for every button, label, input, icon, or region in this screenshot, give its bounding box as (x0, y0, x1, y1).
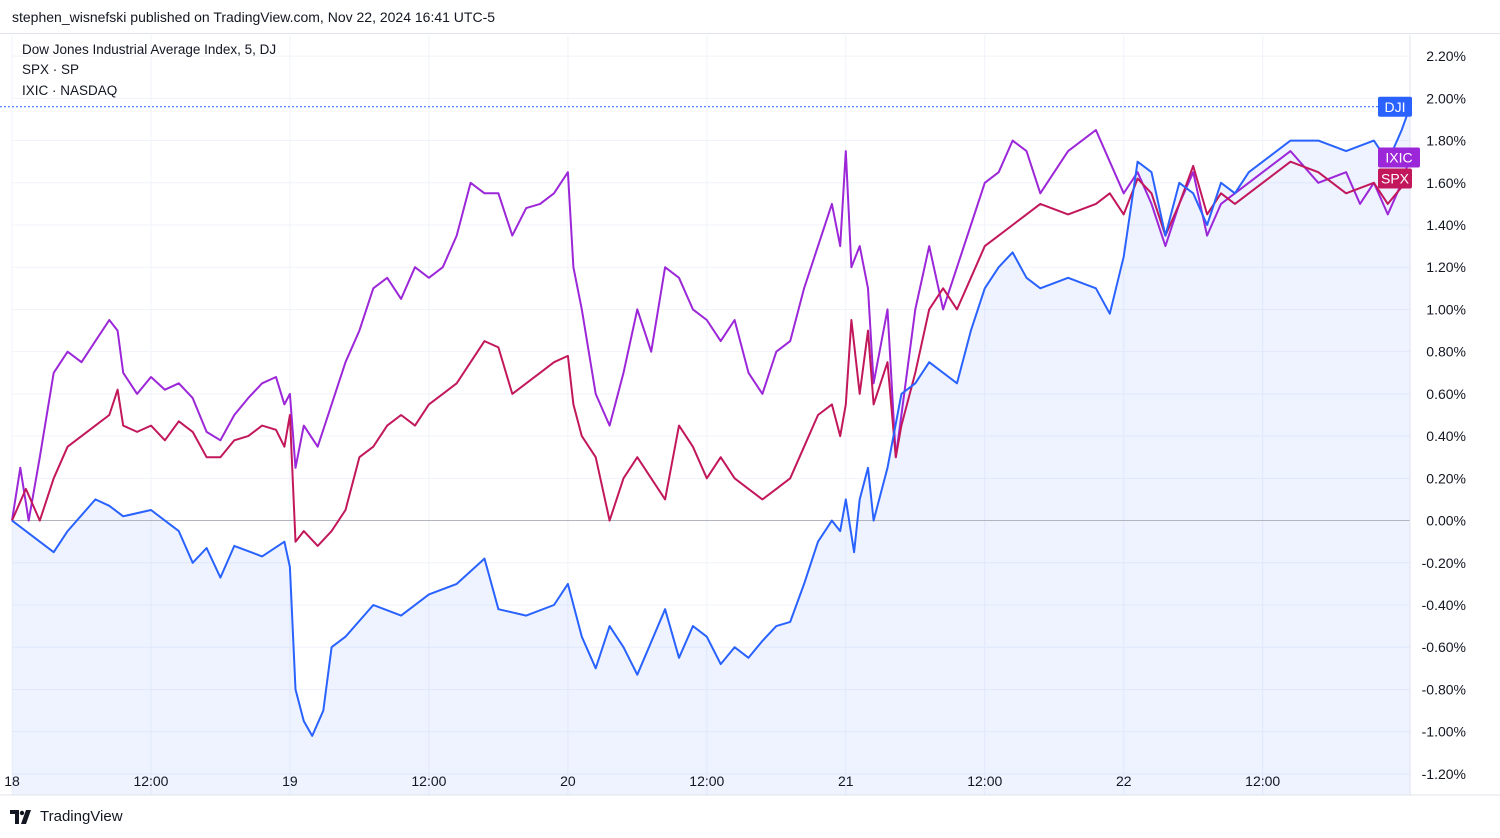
time-tick-label: 12:00 (133, 773, 168, 789)
price-tick-label: 1.00% (1426, 301, 1466, 317)
legend-spx[interactable]: SPX · SP (22, 62, 80, 77)
ixic-badge (1378, 147, 1420, 168)
price-tick-label: 0.60% (1426, 386, 1466, 402)
time-tick-label: 20 (560, 773, 576, 789)
price-tick-label: -0.40% (1422, 597, 1466, 613)
tradingview-logo-icon (10, 809, 31, 824)
price-tick-label: 0.80% (1426, 344, 1466, 360)
time-tick-label: 21 (838, 773, 854, 789)
brand-name: TradingView (40, 808, 123, 825)
tradingview-logo[interactable]: TradingView (10, 808, 123, 825)
publish-header: stephen_wisnefski published on TradingVi… (0, 0, 1500, 34)
time-tick-label: 12:00 (967, 773, 1002, 789)
plot-area[interactable] (12, 35, 1410, 795)
spx-line (11, 160, 1411, 547)
price-tick-label: 1.20% (1426, 259, 1466, 275)
price-tick-label: 1.60% (1426, 175, 1466, 191)
price-tick-label: -0.20% (1422, 555, 1466, 571)
last-value-badges: DJI SPX IXIC (1378, 96, 1420, 189)
ixic-line (11, 129, 1411, 522)
price-tick-label: -1.20% (1422, 766, 1466, 782)
dji-line (11, 106, 1411, 737)
dji-area-fill (12, 106, 1410, 796)
price-tick-label: 1.40% (1426, 217, 1466, 233)
time-tick-label: 12:00 (1245, 773, 1280, 789)
price-tick-label: 2.20% (1426, 48, 1466, 64)
price-tick-label: 0.40% (1426, 428, 1466, 444)
publish-info: stephen_wisnefski published on TradingVi… (12, 9, 496, 25)
time-axis[interactable]: 18 12:00 19 12:00 20 12:00 21 12:00 22 12:00 (4, 773, 1280, 789)
time-tick-label: 22 (1116, 773, 1132, 789)
legend-dji[interactable]: Dow Jones Industrial Average Index, 5, D… (22, 42, 277, 57)
spx-badge-label: SPX (1381, 171, 1410, 187)
time-tick-label: 12:00 (411, 773, 446, 789)
time-tick-label: 12:00 (689, 773, 724, 789)
series-lines (11, 106, 1411, 737)
spx-badge (1378, 168, 1412, 189)
dji-badge-label: DJI (1385, 99, 1406, 115)
legend-ixic[interactable]: IXIC · NASDAQ (22, 83, 118, 98)
time-tick-label: 19 (282, 773, 298, 789)
price-tick-label: 0.20% (1426, 470, 1466, 486)
comparison-chart[interactable]: 2.20% 2.00% 1.80% 1.60% 1.40% 1.20% 1.00% 0.80%… (0, 35, 1500, 805)
price-tick-label: -0.80% (1422, 681, 1466, 697)
price-tick-label: -1.00% (1422, 724, 1466, 740)
time-tick-label: 18 (4, 773, 20, 789)
grid (11, 35, 1410, 795)
ixic-badge-label: IXIC (1385, 149, 1412, 165)
price-tick-label: 1.80% (1426, 133, 1466, 149)
price-tick-label: 2.00% (1426, 90, 1466, 106)
price-axis[interactable]: 2.20% 2.00% 1.80% 1.60% 1.40% 1.20% 1.00% 0.80%… (1422, 48, 1466, 782)
dji-badge (1378, 96, 1412, 117)
price-tick-label: -0.60% (1422, 639, 1466, 655)
price-tick-label: 0.00% (1426, 513, 1466, 529)
